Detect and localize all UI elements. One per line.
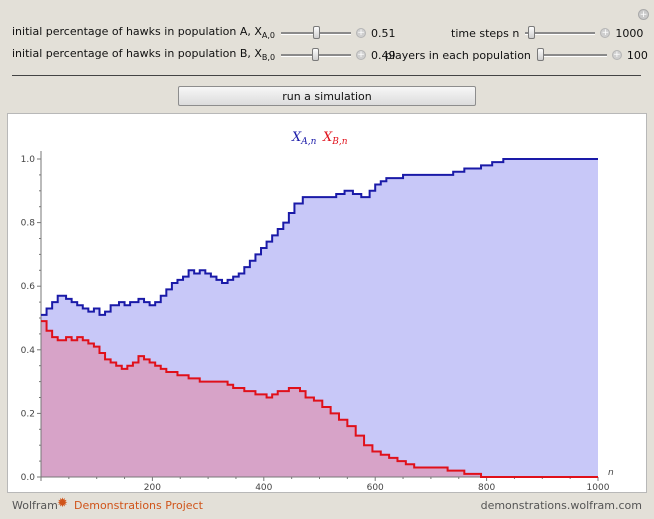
x-tick-label: 200 xyxy=(144,483,161,492)
y-tick-label: 0.4 xyxy=(21,346,36,356)
control-hawks-b: initial percentage of hawks in populatio… xyxy=(12,46,396,64)
players-label: players in each population xyxy=(385,48,531,62)
y-tick-label: 1.0 xyxy=(21,155,36,165)
time-steps-slider-thumb[interactable] xyxy=(528,26,536,39)
series-a-line xyxy=(41,158,598,316)
players-value: 100 xyxy=(626,48,648,62)
plot-panel: 200 400 600 800 1000 0.0 0.2 0.4 0.6 0.8 1.0 n XA,n X… xyxy=(7,113,647,493)
hawks-b-value: 0.49 xyxy=(371,48,396,62)
x-tick-label: 800 xyxy=(478,483,495,492)
hawks-a-label: initial percentage of hawks in populatio… xyxy=(12,25,275,41)
legend-series-a: XA,n xyxy=(291,130,317,147)
footer: Wolfram ✹ Demonstrations Project demonst… xyxy=(0,495,654,519)
hawks-b-slider[interactable] xyxy=(281,48,352,62)
wolfram-logo-icon: ✹ xyxy=(57,496,68,511)
x-tick-label: 600 xyxy=(367,483,384,492)
control-hawks-a: initial percentage of hawks in populatio… xyxy=(12,24,396,42)
series-b-area xyxy=(41,321,598,477)
simulation-chart: 200 400 600 800 1000 0.0 0.2 0.4 0.6 0.8 1.0 n XA,n X… xyxy=(21,130,614,492)
footer-brand[interactable]: Wolfram xyxy=(12,499,58,512)
time-steps-slider[interactable] xyxy=(525,26,596,40)
time-steps-label: time steps n xyxy=(451,26,520,40)
hawks-b-slider-thumb[interactable] xyxy=(311,48,319,61)
footer-site-link[interactable]: demonstrations.wolfram.com xyxy=(480,499,642,512)
y-tick-label: 0.8 xyxy=(21,219,36,229)
series-b-line xyxy=(41,320,598,478)
controls-divider xyxy=(12,75,641,76)
x-tick-label: 1000 xyxy=(587,483,610,492)
run-simulation-button[interactable]: run a simulation xyxy=(178,86,476,106)
y-tick-label: 0.2 xyxy=(21,409,35,419)
hawks-a-plus-icon[interactable]: + xyxy=(356,28,366,38)
hawks-b-label: initial percentage of hawks in populatio… xyxy=(12,47,276,63)
hawks-a-slider-thumb[interactable] xyxy=(313,26,321,39)
time-steps-plus-icon[interactable]: + xyxy=(600,28,611,38)
hawks-a-value: 0.51 xyxy=(371,26,396,40)
y-tick-label: 0.0 xyxy=(21,473,36,483)
footer-project[interactable]: Demonstrations Project xyxy=(74,499,203,512)
hawks-a-slider[interactable] xyxy=(281,26,351,40)
players-slider[interactable] xyxy=(536,48,607,62)
control-players: players in each population + 100 xyxy=(385,46,648,64)
players-plus-icon[interactable]: + xyxy=(611,50,622,60)
hawks-b-plus-icon[interactable]: + xyxy=(356,50,367,60)
y-tick-label: 0.6 xyxy=(21,282,36,292)
corner-plus-icon[interactable]: + xyxy=(638,9,649,20)
x-axis-label: n xyxy=(608,468,614,478)
x-tick-label: 400 xyxy=(255,483,272,492)
control-time-steps: time steps n + 1000 xyxy=(451,24,643,42)
time-steps-value: 1000 xyxy=(615,26,644,40)
legend-series-b: XB,n xyxy=(322,130,348,147)
players-slider-thumb[interactable] xyxy=(536,48,544,61)
